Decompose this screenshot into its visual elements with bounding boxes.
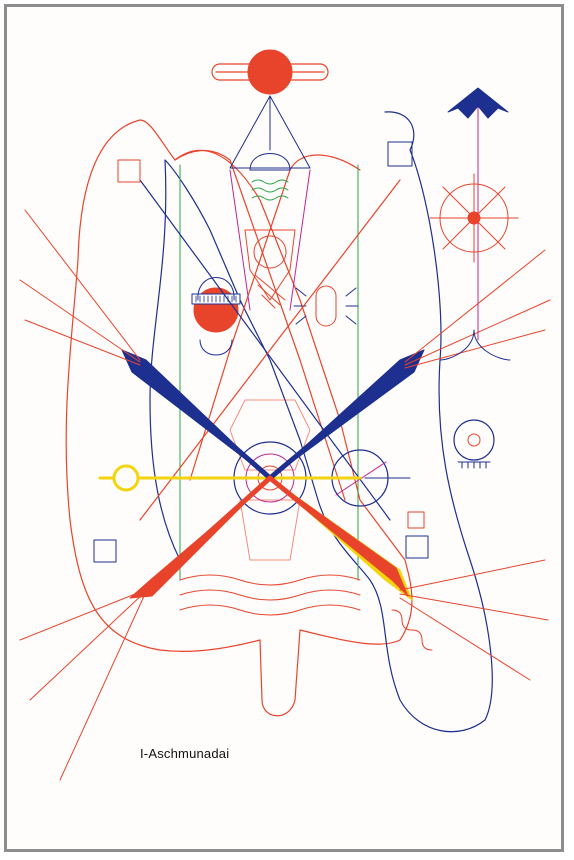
red-inner-arch bbox=[174, 150, 346, 501]
card-clubs bbox=[93, 539, 117, 563]
capsule-right bbox=[315, 285, 337, 327]
central-shield bbox=[244, 229, 296, 301]
hanging-triangle bbox=[229, 95, 311, 169]
dome bbox=[249, 153, 291, 171]
rays-left-bottom bbox=[19, 589, 146, 781]
right-bumps bbox=[391, 609, 433, 651]
figure-caption: I-Aschmunadai bbox=[140, 746, 230, 761]
rays-left-top bbox=[19, 209, 141, 366]
hex-figure bbox=[229, 399, 311, 471]
card-dice bbox=[387, 141, 413, 167]
red-body-outline bbox=[65, 119, 413, 717]
x-line-1 bbox=[139, 179, 391, 521]
red-waves-bottom bbox=[179, 574, 361, 616]
green-waves bbox=[251, 179, 289, 201]
card-hearts bbox=[117, 159, 141, 183]
card-spades bbox=[405, 535, 429, 559]
picture-frame bbox=[4, 4, 564, 852]
red-sun bbox=[247, 49, 293, 95]
blue-wing bbox=[447, 87, 509, 119]
blue-body-outline bbox=[149, 111, 493, 733]
x-line-2 bbox=[139, 179, 401, 521]
blue-pendant bbox=[453, 419, 495, 461]
yellow-ring bbox=[112, 464, 140, 492]
card-flower bbox=[407, 511, 425, 529]
rays-right-bottom bbox=[399, 559, 549, 681]
